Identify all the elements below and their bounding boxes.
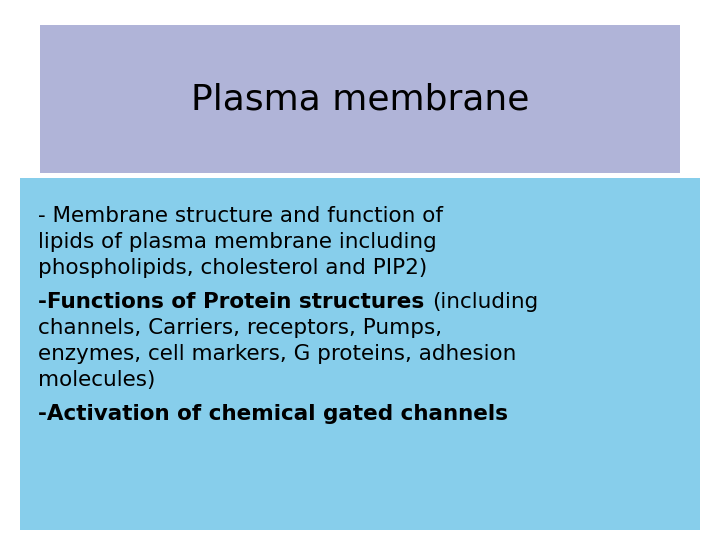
Text: -Functions of Protein structures: -Functions of Protein structures — [38, 292, 432, 312]
Text: Plasma membrane: Plasma membrane — [191, 82, 529, 116]
Text: -Activation of chemical gated channels: -Activation of chemical gated channels — [38, 403, 508, 423]
Text: channels, Carriers, receptors, Pumps,
enzymes, cell markers, G proteins, adhesio: channels, Carriers, receptors, Pumps, en… — [38, 318, 516, 390]
Bar — [40, 25, 680, 173]
Text: - Membrane structure and function of
lipids of plasma membrane including
phospho: - Membrane structure and function of lip… — [38, 206, 443, 278]
Text: (including: (including — [432, 292, 538, 312]
Bar — [20, 178, 700, 530]
